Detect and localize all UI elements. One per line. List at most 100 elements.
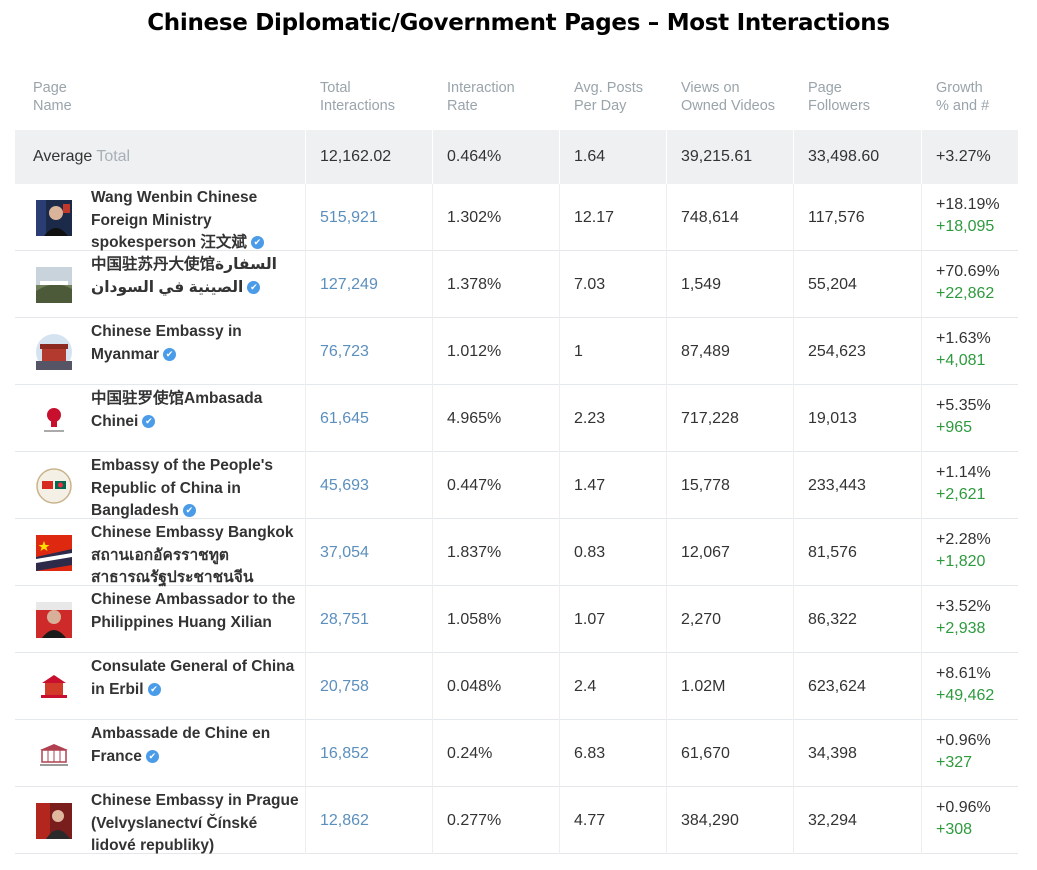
growth-percent: +5.35% [936, 397, 991, 414]
page-name-link[interactable]: Chinese Ambassador to the Philippines Hu… [91, 591, 296, 631]
growth-percent: +1.14% [936, 464, 991, 481]
average-total-label: Total [96, 148, 131, 165]
growth-percent: +0.96% [936, 799, 991, 816]
growth-percent: +3.52% [936, 598, 991, 615]
table-row[interactable]: Consulate General of China in Erbil ✔ 20,7… [15, 653, 1018, 720]
page-avatar[interactable] [36, 267, 72, 303]
page-avatar[interactable] [36, 803, 72, 839]
page-avatar[interactable] [36, 669, 72, 705]
page-name-link[interactable]: Wang Wenbin Chinese Foreign Ministry spo… [91, 187, 301, 255]
table-row[interactable]: 中国驻苏丹大使馆السفارة الصينية في السودان ✔ 127,2… [15, 251, 1018, 318]
cell-total-interactions: 127,249 [320, 276, 378, 293]
page-name-link[interactable]: 中国驻苏丹大使馆السفارة الصينية في السودان ✔ [91, 256, 277, 296]
page-name-link[interactable]: Chinese Embassy Bangkok สถานเอกอัครราชทู… [91, 524, 294, 586]
average-followers: 33,498.60 [808, 148, 880, 165]
cell-avg-posts: 6.83 [574, 745, 606, 762]
cell-interaction-rate: 0.24% [447, 745, 493, 762]
cell-views: 61,670 [681, 745, 730, 762]
page-title: Chinese Diplomatic/Government Pages – Mo… [147, 10, 890, 36]
cell-total-interactions: 37,054 [320, 544, 369, 561]
table-row[interactable]: Chinese Ambassador to the Philippines Hu… [15, 586, 1018, 653]
cell-interaction-rate: 0.048% [447, 678, 502, 695]
cell-total-interactions: 12,862 [320, 812, 369, 829]
cell-total-interactions: 61,645 [320, 410, 369, 427]
cell-growth: +3.52% +2,938 [936, 596, 991, 640]
page-name-link[interactable]: Chinese Embassy in Myanmar ✔ [91, 323, 242, 363]
page-name-link[interactable]: Embassy of the People's Republic of Chin… [91, 457, 273, 519]
cell-views: 717,228 [681, 410, 739, 427]
cell-total-interactions: 45,693 [320, 477, 369, 494]
verified-icon: ✔ [142, 414, 156, 428]
table-header: Page Name Total Interactions Interaction Ra… [15, 72, 1018, 130]
cell-views: 748,614 [681, 209, 739, 226]
cell-avg-posts: 2.4 [574, 678, 597, 695]
header-views[interactable]: Views on Owned Videos [681, 80, 776, 114]
table-row[interactable]: Wang Wenbin Chinese Foreign Ministry spo… [15, 184, 1018, 251]
cell-followers: 117,576 [808, 209, 865, 226]
page-avatar[interactable] [36, 535, 72, 571]
header-growth[interactable]: Growth% and # [936, 80, 990, 114]
cell-total-interactions: 515,921 [320, 209, 378, 226]
cell-interaction-rate: 4.965% [447, 410, 502, 427]
table-row[interactable]: Chinese Embassy in Prague (Velvyslanectv… [15, 787, 1018, 854]
page-avatar[interactable] [36, 736, 72, 772]
growth-absolute: +327 [936, 754, 973, 771]
table-row[interactable]: 中国驻罗使馆Ambasada Chinei ✔ 61,645 4.965% 2.23 71… [15, 385, 1018, 452]
table-row[interactable]: Ambassade de Chine en France ✔ 16,852 0.24%… [15, 720, 1018, 787]
cell-avg-posts: 0.83 [574, 544, 606, 561]
cell-followers: 32,294 [808, 812, 857, 829]
table-row[interactable]: Chinese Embassy in Myanmar ✔ 76,723 1.012% 1… [15, 318, 1018, 385]
table-row[interactable]: Embassy of the People's Republic of Chin… [15, 452, 1018, 519]
cell-avg-posts: 1.07 [574, 611, 606, 628]
cell-followers: 19,013 [808, 410, 857, 427]
verified-icon: ✔ [145, 749, 159, 763]
cell-followers: 623,624 [808, 678, 866, 695]
page-avatar[interactable] [36, 334, 72, 370]
cell-avg-posts: 2.23 [574, 410, 606, 427]
cell-followers: 254,623 [808, 343, 866, 360]
table-row[interactable]: Chinese Embassy Bangkok สถานเอกอัครราชทู… [15, 519, 1018, 586]
growth-absolute: +308 [936, 821, 973, 838]
cell-growth: +70.69% +22,862 [936, 261, 1000, 305]
header-page-name[interactable]: Page Name [33, 80, 72, 114]
page-name-link[interactable]: Consulate General of China in Erbil ✔ [91, 658, 295, 698]
page-avatar[interactable] [36, 200, 72, 236]
page-name-link[interactable]: Chinese Embassy in Prague (Velvyslanectv… [91, 792, 299, 854]
cell-interaction-rate: 1.837% [447, 544, 502, 561]
cell-avg-posts: 4.77 [574, 812, 606, 829]
growth-percent: +70.69% [936, 263, 1000, 280]
page-name-link[interactable]: Ambassade de Chine en France ✔ [91, 725, 271, 765]
header-followers[interactable]: Page Followers [808, 80, 871, 114]
cell-growth: +1.63% +4,081 [936, 328, 991, 372]
page-avatar[interactable] [36, 602, 72, 638]
page-avatar[interactable] [36, 401, 72, 437]
header-total-interactions[interactable]: Total Interactions [320, 80, 395, 114]
cell-avg-posts: 1 [574, 343, 583, 360]
growth-percent: +18.19% [936, 196, 1000, 213]
average-avg-posts: 1.64 [574, 148, 606, 165]
growth-absolute: +1,820 [936, 553, 986, 570]
growth-absolute: +22,862 [936, 285, 995, 302]
page-name-link[interactable]: 中国驻罗使馆Ambasada Chinei ✔ [91, 390, 263, 430]
average-views: 39,215.61 [681, 148, 753, 165]
cell-views: 87,489 [681, 343, 730, 360]
cell-total-interactions: 20,758 [320, 678, 369, 695]
average-label: Average Total [33, 148, 131, 165]
cell-total-interactions: 28,751 [320, 611, 369, 628]
verified-icon: ✔ [163, 347, 177, 361]
growth-absolute: +49,462 [936, 687, 995, 704]
cell-views: 384,290 [681, 812, 739, 829]
header-avg-posts[interactable]: Avg. Posts Per Day [574, 80, 644, 114]
cell-interaction-rate: 0.447% [447, 477, 502, 494]
cell-total-interactions: 76,723 [320, 343, 369, 360]
growth-absolute: +965 [936, 419, 973, 436]
header-interaction-rate[interactable]: Interaction Rate [447, 80, 515, 114]
cell-views: 12,067 [681, 544, 730, 561]
verified-icon: ✔ [147, 682, 161, 696]
average-interaction-rate: 0.464% [447, 148, 502, 165]
page-avatar[interactable] [36, 468, 72, 504]
cell-growth: +1.14% +2,621 [936, 462, 991, 506]
cell-growth: +5.35% +965 [936, 395, 991, 439]
cell-followers: 81,576 [808, 544, 857, 561]
growth-absolute: +18,095 [936, 218, 995, 235]
